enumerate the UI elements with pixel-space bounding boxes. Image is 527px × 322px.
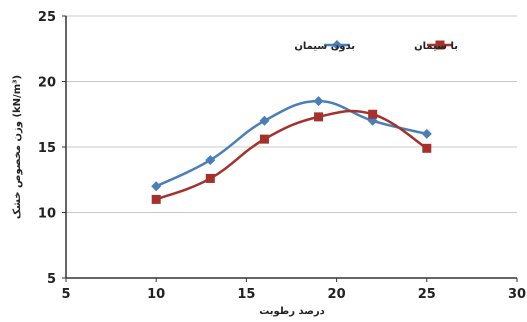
data-point-square: [259, 134, 269, 144]
y-tick-label: 25: [38, 10, 56, 25]
x-tick-label: 25: [418, 287, 436, 302]
legend-label-no-cement: بدون سیمان: [294, 41, 355, 52]
data-point-square: [368, 109, 378, 119]
legend-marker-with-cement: [435, 40, 445, 50]
y-tick-label: 20: [38, 76, 56, 91]
series-line: [155, 99, 428, 188]
x-tick-label: 5: [61, 287, 70, 302]
data-point-diamond: [313, 96, 324, 107]
legend-entry-no-cement: بدون سیمان: [294, 40, 355, 52]
x-axis-title: درصد رطوبت: [259, 306, 325, 317]
legend-marker-no-cement: [332, 40, 342, 50]
data-point-diamond: [259, 115, 270, 126]
series-1: [151, 109, 432, 204]
x-tick-label: 10: [147, 287, 165, 302]
legend: بدون سیمان با سیمان: [294, 40, 458, 52]
data-point-diamond: [151, 181, 162, 192]
legend-label-with-cement: با سیمان: [414, 41, 458, 52]
data-point-square: [422, 143, 432, 153]
data-point-square: [205, 173, 215, 183]
y-tick-label: 5: [47, 272, 56, 287]
y-axis-title: وزن مخصوص خشک (kN/m³): [12, 75, 23, 219]
grid-lines: [66, 15, 517, 213]
x-tick-label: 15: [237, 287, 255, 302]
legend-entry-with-cement: با سیمان: [414, 40, 458, 52]
x-tick-label: 20: [328, 287, 346, 302]
y-tick-label: 15: [38, 141, 56, 156]
tick-labels: 5 10 15 20 25 5 10 15 20 25 30: [38, 10, 526, 302]
x-tick-label: 30: [508, 287, 526, 302]
data-point-diamond: [421, 128, 432, 139]
y-tick-label: 10: [38, 207, 56, 222]
data-point-square: [151, 194, 161, 204]
data-point-square: [314, 112, 324, 122]
data-point-diamond: [205, 155, 216, 166]
series-0: [151, 96, 432, 192]
series: [151, 96, 432, 204]
